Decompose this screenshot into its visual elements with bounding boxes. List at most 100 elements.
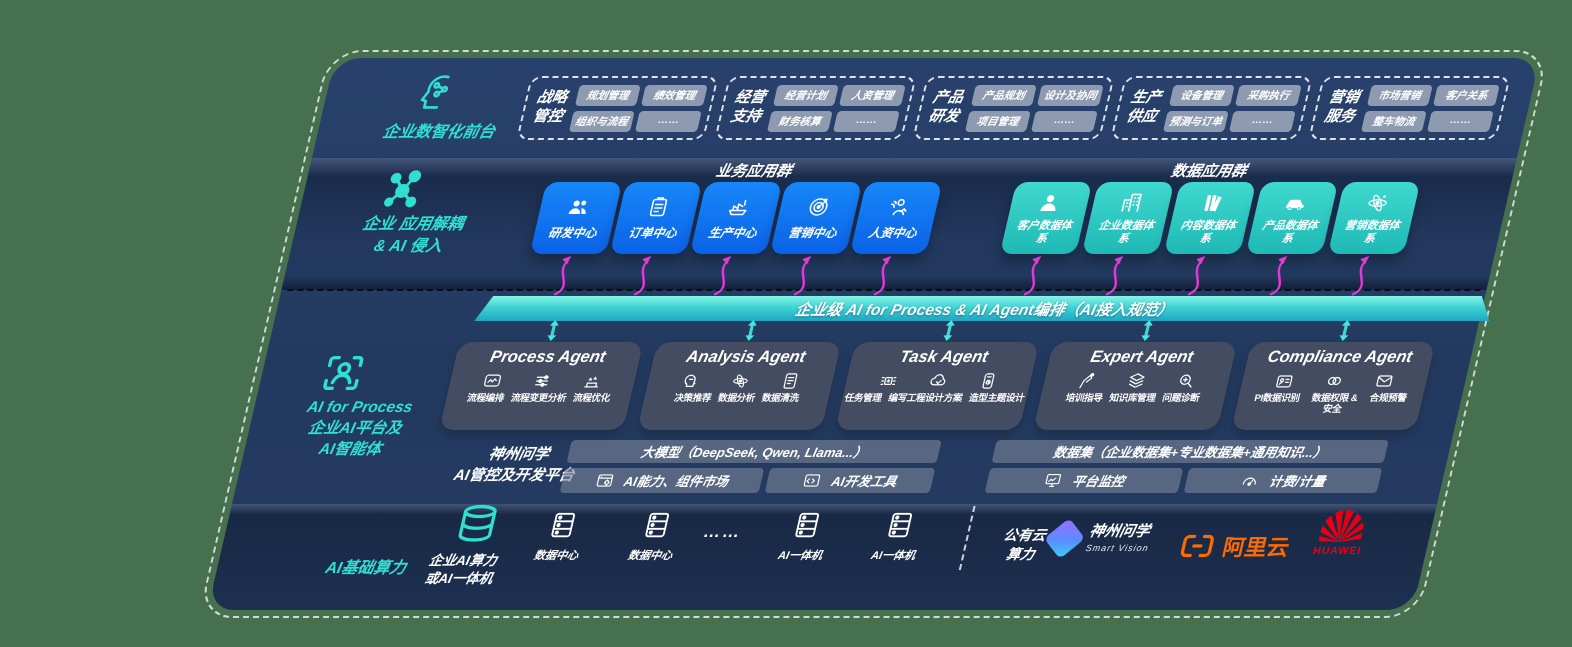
front-group-chips: 市场营销 客户关系 整车物流 …… xyxy=(1360,84,1500,132)
dev-tools-cell: AI开发工具 xyxy=(764,468,936,493)
app-box-label: 研发中心 xyxy=(546,226,599,240)
front-chip: 整车物流 xyxy=(1360,110,1428,132)
front-chip: 项目管理 xyxy=(964,110,1032,132)
ai-appliance-node: AI一体机 xyxy=(851,510,943,563)
clipboard-icon xyxy=(644,195,674,219)
app-box-label: 营销中心 xyxy=(786,226,839,240)
agent-item: 数据权限 & 安全 xyxy=(1310,393,1359,415)
front-group-strategy: 战略管控 规划管理 绩效管理 组织与流程 …… xyxy=(516,76,719,140)
data-clean-icon xyxy=(778,371,803,391)
atom-icon xyxy=(1363,191,1393,215)
agent-item: 数据清洗 xyxy=(760,393,800,404)
flow-arrow-icon xyxy=(1180,254,1220,296)
front-chip: 设备管理 xyxy=(1168,84,1236,106)
ai-appliance-node: AI一体机 xyxy=(758,510,850,563)
theme-design-icon xyxy=(976,371,1001,391)
agent-item: 知识库管理 xyxy=(1108,393,1157,404)
node-label: AI一体机 xyxy=(869,550,917,562)
process-flow-icon xyxy=(480,371,505,391)
agent-title: Compliance Agent xyxy=(1265,348,1415,366)
production-ship-icon xyxy=(723,195,755,219)
agent-items: 任务管理 编写工程设计方案 造型主题设计 xyxy=(843,393,1026,405)
updown-arrow-icon xyxy=(741,320,762,341)
agent-item: PI数据识别 xyxy=(1253,393,1301,404)
meter-icon xyxy=(1238,471,1261,490)
front-chip: 设计及协同 xyxy=(1037,84,1104,106)
car-icon xyxy=(1280,191,1312,215)
apps-layer-label: 企业 应用解耦 & AI 侵入 xyxy=(303,214,518,257)
data-apps-label: 数据应用群 xyxy=(1169,163,1249,180)
updown-arrow-icon xyxy=(1335,320,1356,341)
agent-icons xyxy=(1272,371,1397,391)
component-market-icon xyxy=(593,471,616,490)
agent-item: 流程优化 xyxy=(571,393,612,404)
agent-item: 造型主题设计 xyxy=(967,393,1026,404)
agent-title: Analysis Agent xyxy=(684,348,808,366)
agent-box-compliance: Compliance Agent PI数据识别 数据权限 & 安全 合规预警 xyxy=(1231,342,1436,430)
ai-person-scan-icon xyxy=(315,350,372,396)
agent-items: 培训指导 知识库管理 问题诊断 xyxy=(1064,393,1200,405)
agent-icons xyxy=(678,371,803,391)
front-chip: 组织与流程 xyxy=(568,110,636,132)
agent-item: 培训指导 xyxy=(1064,393,1104,404)
front-group-chips: 经营计划 人资管理 财务核算 …… xyxy=(766,84,906,132)
agent-title: Process Agent xyxy=(488,348,608,366)
front-group-title: 产品研发 xyxy=(926,89,966,125)
agent-items: PI数据识别 数据权限 & 安全 合规预警 xyxy=(1250,393,1408,416)
agent-box-process: Process Agent 流程编排 流程变更分析 流程优化 xyxy=(439,342,644,430)
front-chip: 人资管理 xyxy=(839,84,906,106)
server-icon xyxy=(882,510,919,540)
books-icon xyxy=(1199,191,1229,215)
huawei-fan-icon xyxy=(1318,510,1368,542)
agent-item: 决策推荐 xyxy=(672,393,713,404)
person-icon xyxy=(1035,191,1065,215)
monitor-cell: 平台监控 xyxy=(984,468,1184,493)
aliyun-name: 阿里云 xyxy=(1220,535,1292,560)
app-box-label: 人资中心 xyxy=(866,226,919,240)
front-chip: 预测与订单 xyxy=(1162,110,1230,132)
agent-icons xyxy=(1074,371,1199,391)
front-group-product: 产品研发 产品规划 设计及协同 项目管理 …… xyxy=(912,76,1115,140)
data-box-content: 内容数据体系 xyxy=(1163,182,1257,254)
dev-tools-icon xyxy=(801,471,824,490)
database-icon xyxy=(448,502,506,546)
data-box-enterprise: 企业数据体系 xyxy=(1081,182,1175,254)
ai-layer-label-line2: 企业AI平台及 xyxy=(306,419,404,437)
server-icon xyxy=(789,510,826,540)
engineering-cloud-icon xyxy=(926,371,951,391)
front-group-title: 生产供应 xyxy=(1124,89,1164,125)
apps-layer-label-line1: 企业 应用解耦 xyxy=(360,216,466,233)
agent-item: 编写工程设计方案 xyxy=(887,393,964,404)
front-chip: 产品规划 xyxy=(970,84,1038,106)
svision-logo: 神州问学 Smart Vision xyxy=(1044,517,1155,560)
agent-item: 流程编排 xyxy=(465,393,506,404)
front-group-title: 战略管控 xyxy=(530,89,570,125)
svision-name: 神州问学 xyxy=(1087,523,1152,541)
front-chip: …… xyxy=(635,110,702,132)
flow-arrow-icon xyxy=(706,254,746,296)
ai-layer-label-line3: AI智能体 xyxy=(317,440,384,458)
front-chip: 市场营销 xyxy=(1366,84,1434,106)
change-analysis-icon xyxy=(530,371,555,391)
business-apps-label: 业务应用群 xyxy=(714,163,794,180)
app-box-order-center: 订单中心 xyxy=(609,182,703,254)
front-group-marketing: 营销服务 市场营销 客户关系 整车物流 …… xyxy=(1308,76,1511,140)
building-icon xyxy=(1117,191,1147,215)
ai-layer-label-line1: AI for Process xyxy=(305,399,415,416)
decision-icon xyxy=(678,371,703,391)
front-layer-label: 企业数智化前台 xyxy=(380,124,497,141)
agent-item: 合规预警 xyxy=(1368,393,1408,404)
knowledge-layers-icon xyxy=(1124,371,1149,391)
flow-arrow-icon xyxy=(866,254,906,296)
flow-arrow-icon xyxy=(1016,254,1056,296)
agent-items: 流程编排 流程变更分析 流程优化 xyxy=(465,393,612,405)
architecture-panel: 企业数智化前台 企业 应用解耦 & AI 侵入 AI for Process 企… xyxy=(198,50,1549,618)
front-chip: 采购执行 xyxy=(1235,84,1302,106)
aliyun-logo: 阿里云 xyxy=(1177,530,1293,562)
front-chip: …… xyxy=(833,110,900,132)
cell-label: 平台监控 xyxy=(1070,474,1126,489)
app-box-production-center: 生产中心 xyxy=(689,182,783,254)
platform-model-group: 大模型（DeepSeek, Qwen, Llama...） AI能力、组件市场 … xyxy=(559,440,942,493)
front-group-chips: 规划管理 绩效管理 组织与流程 …… xyxy=(568,84,708,132)
